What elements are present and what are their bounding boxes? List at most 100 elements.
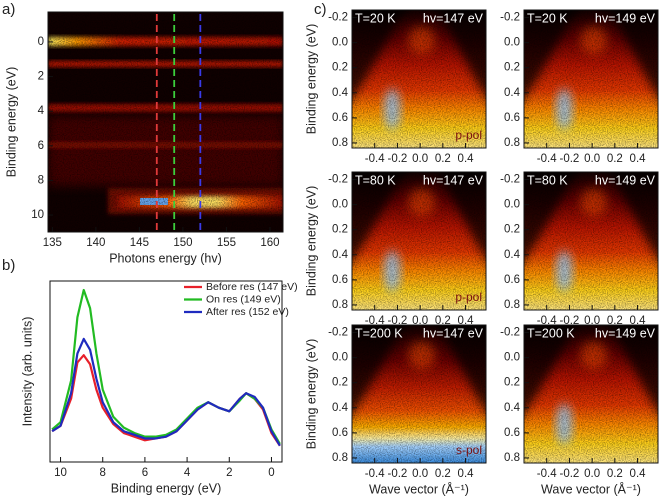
polarization-label: p-pol [455,290,482,304]
y-axis-label: Binding energy (eV) [304,339,318,449]
y-tick-label: -0.2 [500,174,520,186]
y-axis-label: Binding energy (eV) [4,67,18,177]
y-tick-label: -0.2 [328,12,348,24]
x-tick-label: 0.0 [412,468,428,480]
y-tick-label: 0.6 [504,112,520,124]
y-tick-label: 0.2 [332,224,348,236]
y-tick-label: 0.0 [332,199,348,211]
legend-label: After res (152 eV) [206,306,289,318]
x-tick-label: -0.4 [537,153,557,165]
y-axis-label: Intensity (arb. units) [20,317,34,427]
panel-label: a) [2,1,15,18]
y-axis-label: Binding energy (eV) [304,186,318,296]
x-tick-label: 0.0 [412,153,428,165]
legend-label: On res (149 eV) [206,293,281,305]
y-tick-label: 0.6 [504,427,520,439]
x-axis-label: Photons energy (hv) [109,251,222,265]
plot-frame [351,324,487,464]
series-line [51,354,281,447]
y-tick-label: 0.2 [332,62,348,74]
arpes-image [524,325,658,463]
series-line [51,337,281,447]
heatmap-image [48,12,283,232]
y-tick-label: -0.2 [500,327,520,339]
y-tick-label: 0.4 [332,87,349,99]
y-tick-label: 0.8 [504,452,520,464]
y-tick-label: 0.8 [504,137,520,149]
x-tick-label: 0.0 [584,315,600,327]
x-tick-label: -0.4 [537,468,557,480]
y-tick-label: 0.6 [504,274,520,286]
photon-label: hv=147 eV [423,173,484,187]
y-tick-label: 0.0 [504,199,520,211]
y-tick-label: 0.4 [332,402,349,414]
y-tick-label: 2 [38,71,44,83]
x-tick-label: 8 [100,467,106,479]
x-tick-label: 0.4 [458,315,475,327]
x-tick-label: 150 [173,237,192,249]
arpes-image [524,10,658,148]
y-tick-label: 0.4 [504,87,521,99]
y-tick-label: 0.6 [332,112,348,124]
x-tick-label: 0.2 [435,468,451,480]
y-tick-label: 0 [38,36,44,48]
arpes-image [352,10,486,148]
temperature-label: T=80 K [355,173,396,187]
legend-label: Before res (147 eV) [206,281,298,293]
x-tick-label: 135 [43,237,62,249]
y-tick-label: 0.2 [332,377,348,389]
x-tick-label: -0.2 [560,153,580,165]
arpes-image [524,172,658,310]
x-axis-label: Binding energy (eV) [111,481,221,495]
plot-frame [523,171,659,311]
x-tick-label: 0.4 [458,468,475,480]
x-axis-label: Wave vector (Å⁻¹) [369,481,469,496]
panel-label: c) [314,1,327,18]
x-tick-label: 0.0 [412,315,428,327]
y-tick-label: 8 [38,174,44,186]
y-tick-label: 0.0 [504,352,520,364]
x-tick-label: 0.2 [607,468,623,480]
panel-label: b) [2,257,15,274]
photon-label: hv=149 eV [595,11,656,25]
x-tick-label: 0.2 [607,153,623,165]
y-axis-label: Binding energy (eV) [304,24,318,134]
x-tick-label: 4 [184,467,191,479]
image-noise [524,325,658,463]
y-tick-label: 0.2 [504,62,520,74]
x-tick-label: 155 [217,237,236,249]
x-tick-label: -0.2 [560,468,580,480]
photon-label: hv=149 eV [595,326,656,340]
y-tick-label: 0.6 [332,274,348,286]
arpes-images [352,10,658,463]
y-tick-label: -0.2 [500,12,520,24]
plot-frame [523,324,659,464]
plot-frame [351,171,487,311]
x-tick-label: 0.2 [435,153,451,165]
y-tick-label: 0.0 [332,352,348,364]
x-tick-label: -0.2 [388,315,408,327]
x-tick-label: 0.4 [630,468,647,480]
x-tick-label: -0.2 [388,153,408,165]
temperature-label: T=200 K [527,326,575,340]
temperature-label: T=20 K [527,11,568,25]
y-tick-label: 6 [38,140,44,152]
y-tick-label: 0.8 [332,137,348,149]
image-noise [352,172,486,310]
image-noise [352,10,486,148]
plot-frame [47,11,284,233]
y-tick-label: 0.4 [332,249,349,261]
y-tick-label: -0.2 [328,174,348,186]
x-tick-label: -0.4 [537,315,557,327]
x-tick-label: 145 [130,237,149,249]
x-tick-label: 0.2 [607,315,623,327]
x-tick-label: 0.0 [584,468,600,480]
x-tick-label: 6 [142,467,148,479]
y-tick-label: 0.4 [504,402,521,414]
polarization-label: s-pol [456,443,482,457]
y-tick-label: 4 [38,105,45,117]
photon-label: hv=149 eV [595,173,656,187]
plot-frame [523,9,659,149]
y-tick-label: 0.4 [504,249,521,261]
x-tick-label: 0.2 [435,315,451,327]
